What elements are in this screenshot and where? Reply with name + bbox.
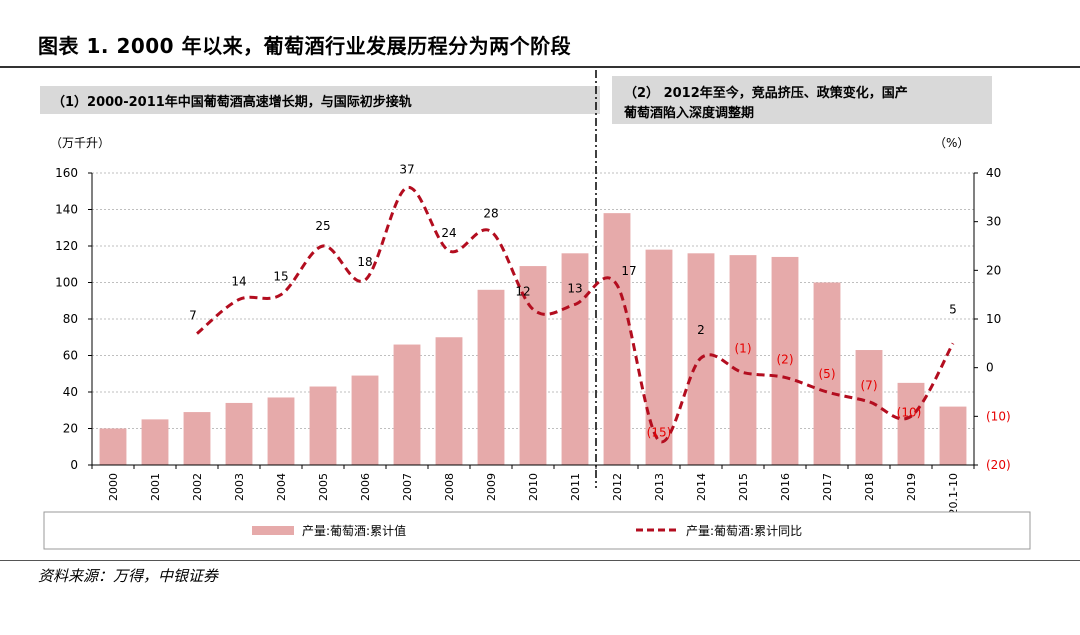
source-note: 资料来源：万得，中银证券 bbox=[38, 567, 219, 585]
title-rule bbox=[0, 66, 1080, 68]
yoy-data-label: 14 bbox=[231, 275, 246, 289]
right-tick-label: 20 bbox=[986, 263, 1001, 277]
bar bbox=[897, 382, 925, 465]
x-tick-label: 2006 bbox=[359, 473, 372, 501]
x-tick-label: 2012 bbox=[611, 473, 624, 501]
x-tick-label: 2018 bbox=[863, 473, 876, 501]
x-tick-label: 2002 bbox=[191, 473, 204, 501]
legend-box bbox=[43, 511, 1031, 550]
x-tick-label: 2019 bbox=[905, 473, 918, 501]
x-tick-label: 20.1-10 bbox=[947, 473, 960, 515]
phase2-label-line1: （2） 2012年至今，竞品挤压、政策变化，国产 bbox=[624, 85, 908, 101]
yoy-data-label: 2 bbox=[697, 323, 705, 337]
left-tick-label: 40 bbox=[63, 385, 78, 399]
x-tick-label: 2008 bbox=[443, 473, 456, 501]
yoy-data-label: 18 bbox=[357, 255, 372, 269]
right-tick-label: (10) bbox=[986, 409, 1011, 423]
bar bbox=[855, 350, 883, 465]
bar bbox=[939, 406, 967, 465]
yoy-data-label: (15) bbox=[647, 426, 672, 440]
left-tick-label: 60 bbox=[63, 349, 78, 363]
x-tick-label: 2001 bbox=[149, 473, 162, 501]
yoy-data-label: 12 bbox=[515, 284, 530, 298]
bar bbox=[435, 337, 463, 465]
x-tick-label: 2014 bbox=[695, 473, 708, 501]
right-tick-label: 30 bbox=[986, 215, 1001, 229]
x-tick-label: 2004 bbox=[275, 473, 288, 501]
x-tick-label: 2013 bbox=[653, 473, 666, 501]
x-tick-label: 2005 bbox=[317, 473, 330, 501]
yoy-line bbox=[196, 186, 955, 444]
left-tick-label: 20 bbox=[63, 422, 78, 436]
yoy-data-label: 13 bbox=[567, 281, 582, 295]
chart: （1）2000-2011年中国葡萄酒高速增长期，与国际初步接轨 （2） 2012… bbox=[40, 70, 1031, 550]
bar bbox=[561, 253, 589, 465]
x-tick-label: 2007 bbox=[401, 473, 414, 501]
yoy-data-label: 28 bbox=[483, 206, 498, 220]
data-labels: 7 14 15 25 18 37 24 28 12 13 17 (15) 2 (1) (2) (5) (7) (1… bbox=[189, 163, 957, 440]
right-tick-label: 40 bbox=[986, 166, 1001, 180]
right-tick-label: (20) bbox=[986, 458, 1011, 472]
bottom-rule bbox=[0, 560, 1080, 561]
right-axis-unit: （%） bbox=[934, 136, 969, 150]
yoy-data-label: (1) bbox=[735, 342, 752, 356]
bar bbox=[141, 419, 169, 465]
x-tick-label: 2003 bbox=[233, 473, 246, 501]
x-tick-label: 2009 bbox=[485, 473, 498, 501]
x-tick-label: 2010 bbox=[527, 473, 540, 501]
bar-series bbox=[99, 213, 967, 465]
bar bbox=[729, 255, 757, 465]
bar bbox=[267, 397, 295, 465]
legend-bar-swatch bbox=[252, 526, 294, 535]
yoy-data-label: (5) bbox=[819, 367, 836, 381]
bar bbox=[225, 402, 253, 465]
yoy-data-label: (2) bbox=[777, 352, 794, 366]
left-axis-unit: （万千升） bbox=[50, 136, 110, 150]
bar bbox=[99, 428, 127, 465]
right-tick-label: 0 bbox=[986, 361, 994, 375]
x-tick-label: 2015 bbox=[737, 473, 750, 501]
yoy-data-label: 15 bbox=[273, 270, 288, 284]
yoy-data-label: (10) bbox=[897, 405, 922, 419]
left-tick-label: 0 bbox=[70, 458, 78, 472]
bar bbox=[645, 249, 673, 465]
bar bbox=[183, 412, 211, 465]
bar bbox=[771, 256, 799, 465]
x-tick-label: 2016 bbox=[779, 473, 792, 501]
yoy-data-label: 37 bbox=[399, 163, 414, 177]
legend-bar-label: 产量:葡萄酒:累计值 bbox=[302, 523, 406, 538]
x-tick-label: 2000 bbox=[107, 473, 120, 501]
bar bbox=[393, 344, 421, 465]
yoy-data-label: 24 bbox=[441, 226, 456, 240]
x-tick-label: 2011 bbox=[569, 473, 582, 501]
left-tick-label: 80 bbox=[63, 312, 78, 326]
phase2-banner bbox=[612, 76, 992, 124]
phase2-label-line2: 葡萄酒陷入深度调整期 bbox=[623, 105, 754, 121]
yoy-data-label: 25 bbox=[315, 219, 330, 233]
bar bbox=[603, 213, 631, 465]
phase1-banner bbox=[40, 86, 600, 114]
phase1-label: （1）2000-2011年中国葡萄酒高速增长期，与国际初步接轨 bbox=[52, 94, 412, 110]
left-tick-label: 160 bbox=[55, 166, 78, 180]
right-tick-label: 10 bbox=[986, 312, 1001, 326]
yoy-data-label: 5 bbox=[949, 302, 957, 316]
legend-line-label: 产量:葡萄酒:累计同比 bbox=[686, 524, 802, 538]
left-tick-label: 100 bbox=[55, 276, 78, 290]
bar bbox=[309, 386, 337, 465]
left-tick-label: 140 bbox=[55, 203, 78, 217]
yoy-data-label: (7) bbox=[861, 379, 878, 393]
yoy-data-label: 7 bbox=[189, 309, 197, 323]
axes: 0 20 40 60 80 100 120 140 160 (20) (10) 0 10 20 30 40 20… bbox=[55, 70, 1011, 515]
yoy-data-label: 17 bbox=[621, 264, 636, 278]
bar bbox=[351, 375, 379, 465]
left-tick-label: 120 bbox=[55, 239, 78, 253]
figure-title: 图表 1. 2000 年以来，葡萄酒行业发展历程分为两个阶段 bbox=[38, 34, 572, 58]
bar bbox=[477, 289, 505, 465]
bar bbox=[813, 282, 841, 465]
x-tick-label: 2017 bbox=[821, 473, 834, 501]
line-series bbox=[196, 186, 955, 444]
